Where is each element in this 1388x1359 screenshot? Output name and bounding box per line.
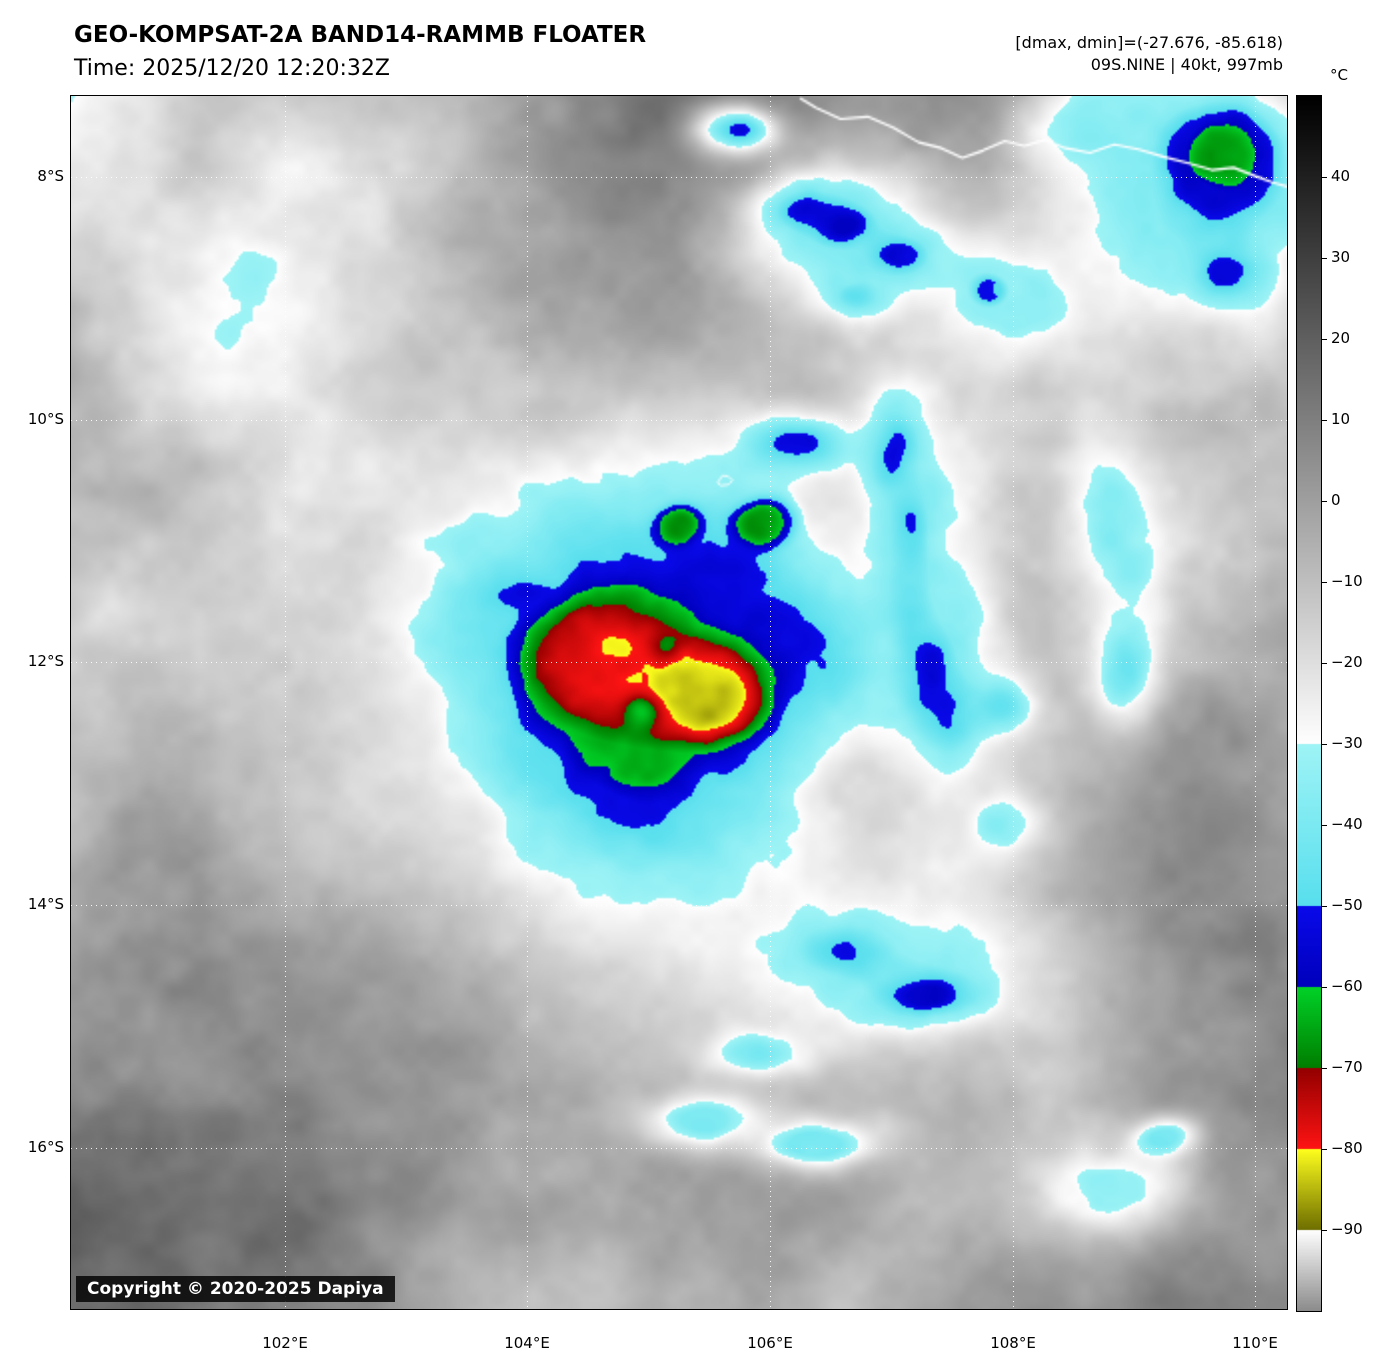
lat-gridline-10°S	[71, 420, 1287, 421]
colorbar-tick-label: 10	[1331, 410, 1351, 428]
lon-label-108e: 108°E	[990, 1334, 1036, 1352]
lon-label-102e: 102°E	[262, 1334, 308, 1352]
colorbar	[1296, 95, 1322, 1312]
colorbar-tickmark	[1322, 1148, 1327, 1150]
colorbar-tick-label: 40	[1331, 167, 1351, 185]
colorbar-tick-label: −60	[1331, 977, 1363, 995]
colorbar-tick-label: −70	[1331, 1058, 1363, 1076]
colorbar-tick-label: 20	[1331, 329, 1351, 347]
colorbar-tick-label: 0	[1331, 491, 1341, 509]
colorbar-tickmark	[1322, 500, 1327, 502]
lon-gridline-106°E	[770, 96, 771, 1309]
lat-gridline-14°S	[71, 905, 1287, 906]
lon-label-104e: 104°E	[504, 1334, 550, 1352]
colorbar-tickmark	[1322, 257, 1327, 259]
colorbar-tickmark	[1322, 1229, 1327, 1231]
satellite-image-canvas	[71, 96, 1287, 1309]
lon-gridline-110°E	[1255, 96, 1256, 1309]
colorbar-tickmark	[1322, 743, 1327, 745]
lon-gridline-102°E	[285, 96, 286, 1309]
lat-label-12s: 12°S	[27, 652, 64, 670]
satellite-map: Copyright © 2020-2025 Dapiya	[70, 95, 1288, 1310]
storm-info-label: 09S.NINE | 40kt, 997mb	[1090, 55, 1283, 74]
colorbar-tick-label: −10	[1331, 572, 1363, 590]
colorbar-tickmark	[1322, 581, 1327, 583]
graticule	[71, 96, 1287, 1309]
colorbar-tickmark	[1322, 419, 1327, 421]
colorbar-tick-label: −20	[1331, 653, 1363, 671]
colorbar-gradient	[1297, 96, 1321, 1311]
colorbar-tickmark	[1322, 1067, 1327, 1069]
colorbar-tickmark	[1322, 338, 1327, 340]
lat-label-16s: 16°S	[27, 1138, 64, 1156]
colorbar-tick-label: −90	[1331, 1220, 1363, 1238]
time-label: Time: 2025/12/20 12:20:32Z	[74, 56, 390, 81]
lat-label-14s: 14°S	[27, 895, 64, 913]
lon-label-110e: 110°E	[1232, 1334, 1278, 1352]
colorbar-tickmark	[1322, 905, 1327, 907]
colorbar-tick-label: −40	[1331, 815, 1363, 833]
colorbar-tick-label: 30	[1331, 248, 1351, 266]
dmax-dmin-label: [dmax, dmin]=(-27.676, -85.618)	[1015, 33, 1283, 52]
copyright-badge: Copyright © 2020-2025 Dapiya	[76, 1276, 395, 1302]
lat-label-10s: 10°S	[27, 410, 64, 428]
colorbar-unit-label: °C	[1330, 66, 1348, 84]
colorbar-tickmark	[1322, 662, 1327, 664]
lat-gridline-8°S	[71, 177, 1287, 178]
lat-label-8s: 8°S	[37, 167, 64, 185]
colorbar-tickmark	[1322, 824, 1327, 826]
lon-gridline-104°E	[527, 96, 528, 1309]
colorbar-tick-label: −80	[1331, 1139, 1363, 1157]
colorbar-tickmark	[1322, 176, 1327, 178]
lon-label-106e: 106°E	[747, 1334, 793, 1352]
colorbar-tick-label: −30	[1331, 734, 1363, 752]
lat-gridline-16°S	[71, 1148, 1287, 1149]
lat-gridline-12°S	[71, 662, 1287, 663]
lon-gridline-108°E	[1013, 96, 1014, 1309]
colorbar-tick-label: −50	[1331, 896, 1363, 914]
colorbar-tickmark	[1322, 986, 1327, 988]
page-title: GEO-KOMPSAT-2A BAND14-RAMMB FLOATER	[74, 22, 647, 48]
